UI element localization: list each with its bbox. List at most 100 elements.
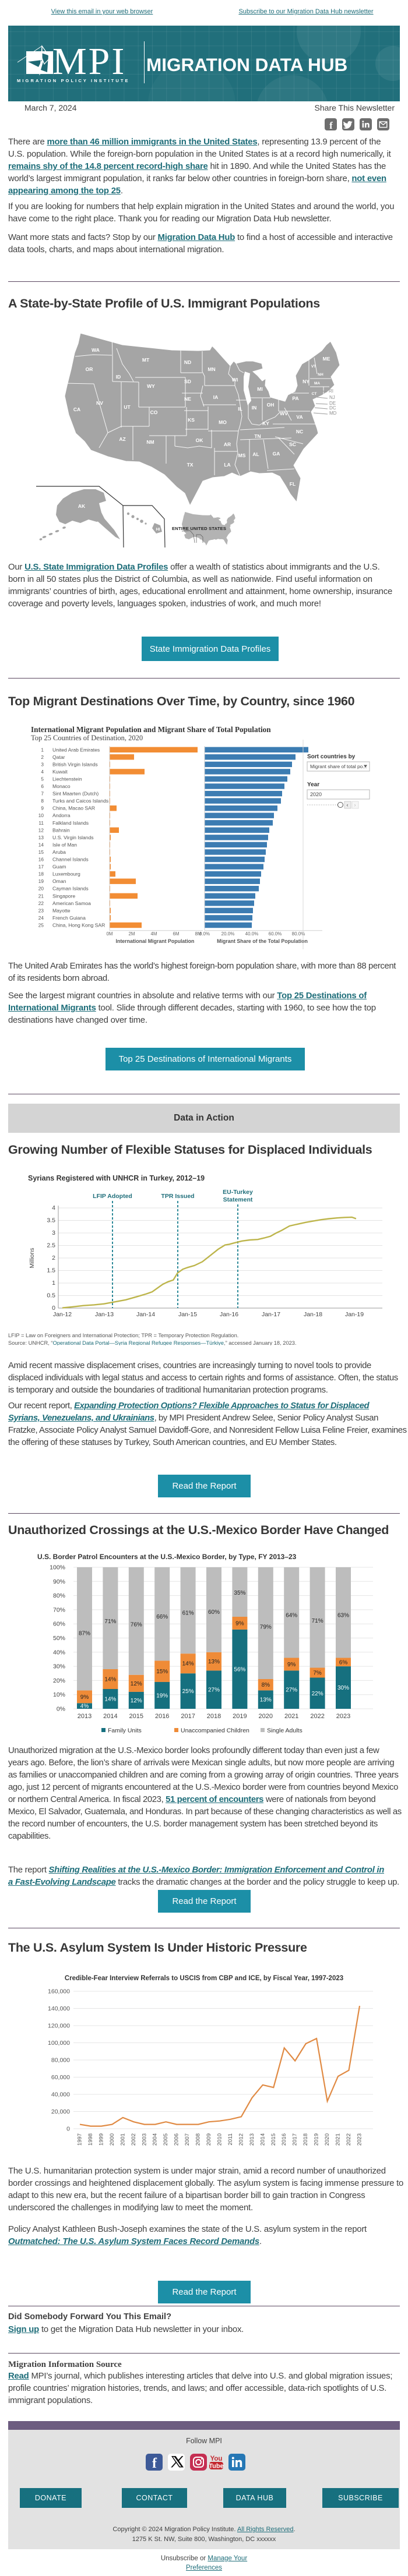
svg-text:30%: 30%: [337, 1685, 349, 1691]
svg-text:International Migrant Populati: International Migrant Population and Mig…: [31, 725, 271, 734]
svg-text:Jan-16: Jan-16: [220, 1311, 238, 1318]
svg-text:f: f: [329, 120, 333, 131]
svg-text:Qatar: Qatar: [52, 754, 65, 760]
svg-text:ND: ND: [184, 359, 191, 365]
svg-text:ID: ID: [116, 374, 121, 380]
svg-text:6M: 6M: [173, 931, 179, 937]
svg-text:Jan-15: Jan-15: [178, 1311, 197, 1318]
svg-text:1997: 1997: [77, 2133, 83, 2146]
svg-text:140,000: 140,000: [48, 2005, 70, 2012]
svg-text:VT: VT: [311, 365, 316, 369]
svg-text:2005: 2005: [163, 2133, 169, 2146]
svg-text:CO: CO: [150, 409, 158, 415]
svg-text:2020: 2020: [310, 791, 322, 797]
svg-text:NY: NY: [303, 379, 309, 384]
svg-text:MT: MT: [142, 357, 150, 363]
svg-text:2018: 2018: [303, 2133, 309, 2146]
svg-text:0.5: 0.5: [47, 1292, 55, 1299]
svg-text:2021: 2021: [284, 1713, 298, 1720]
svg-text:70%: 70%: [53, 1606, 65, 1613]
svg-text:2019: 2019: [314, 2133, 320, 2146]
svg-text:2003: 2003: [141, 2133, 147, 2146]
svg-text:Jan-18: Jan-18: [304, 1311, 322, 1318]
svg-text:Source: UNHCR, “Operational Da: Source: UNHCR, “Operational Data Portal—…: [8, 1340, 297, 1345]
svg-text:Millions: Millions: [29, 1248, 36, 1268]
svg-text:NH: NH: [318, 373, 323, 377]
svg-text:2001: 2001: [119, 2133, 126, 2146]
svg-text:0: 0: [52, 1305, 55, 1312]
svg-text:56%: 56%: [234, 1667, 245, 1673]
svg-text:50%: 50%: [53, 1635, 65, 1642]
svg-text:60%: 60%: [208, 1609, 220, 1616]
svg-text:66%: 66%: [156, 1614, 168, 1620]
svg-text:U.S. Border Patrol Encounters: U.S. Border Patrol Encounters at the U.S…: [37, 1553, 297, 1561]
svg-text:Migrant Share of the Total Pop: Migrant Share of the Total Population: [217, 938, 308, 944]
svg-text:2014: 2014: [103, 1713, 117, 1720]
svg-text:f: f: [152, 2456, 157, 2471]
svg-text:Migrant share of total po...: Migrant share of total po...: [310, 764, 367, 769]
svg-text:Oman: Oman: [52, 878, 66, 884]
svg-text:21: 21: [38, 893, 44, 899]
svg-text:2013: 2013: [78, 1713, 92, 1720]
svg-text:6: 6: [41, 783, 44, 789]
svg-text:61%: 61%: [182, 1610, 194, 1617]
svg-text:2017: 2017: [292, 2133, 298, 2146]
svg-text:TN: TN: [254, 433, 261, 439]
svg-text:Sort countries by: Sort countries by: [307, 754, 356, 760]
svg-text:2009: 2009: [206, 2133, 212, 2146]
svg-text:International Migrant Populati: International Migrant Population: [116, 938, 195, 944]
svg-text:2011: 2011: [227, 2133, 234, 2145]
svg-text:19: 19: [38, 878, 44, 884]
svg-text:2022: 2022: [346, 2133, 352, 2146]
svg-text:2021: 2021: [335, 2133, 342, 2146]
svg-text:9%: 9%: [235, 1621, 244, 1627]
svg-text:British Virgin Islands: British Virgin Islands: [52, 761, 98, 767]
svg-text:IL: IL: [238, 406, 242, 412]
svg-text:UT: UT: [124, 404, 131, 410]
svg-text:160,000: 160,000: [48, 1988, 70, 1995]
svg-text:2020: 2020: [324, 2133, 330, 2146]
svg-text:9%: 9%: [287, 1662, 296, 1668]
svg-text:120,000: 120,000: [48, 2023, 70, 2030]
svg-text:1998: 1998: [87, 2133, 94, 2146]
svg-text:2015: 2015: [129, 1713, 143, 1720]
svg-text:WV: WV: [280, 411, 288, 416]
svg-text:40.0%: 40.0%: [245, 931, 259, 937]
svg-text:100%: 100%: [50, 1564, 65, 1571]
svg-text:76%: 76%: [131, 1622, 142, 1628]
svg-text:7%: 7%: [313, 1670, 322, 1677]
svg-text:U.S. Virgin Islands: U.S. Virgin Islands: [52, 835, 94, 840]
svg-text:60,000: 60,000: [51, 2074, 70, 2081]
svg-text:2023: 2023: [336, 1713, 350, 1720]
svg-text:35%: 35%: [234, 1590, 245, 1596]
svg-text:French Guiana: French Guiana: [52, 915, 86, 921]
svg-text:2016: 2016: [155, 1713, 169, 1720]
svg-text:25: 25: [38, 923, 44, 928]
svg-text:14%: 14%: [104, 1677, 116, 1683]
svg-text:AR: AR: [224, 441, 231, 447]
svg-text:12: 12: [38, 827, 44, 833]
svg-text:MPI: MPI: [52, 40, 126, 83]
svg-text:MO: MO: [219, 419, 227, 425]
svg-text:2022: 2022: [310, 1713, 324, 1720]
svg-text:2018: 2018: [207, 1713, 221, 1720]
svg-text:79%: 79%: [260, 1624, 272, 1631]
svg-text:15: 15: [38, 849, 44, 855]
svg-text:0: 0: [66, 2126, 70, 2133]
svg-text:WA: WA: [92, 347, 100, 353]
svg-text:DC: DC: [329, 405, 336, 411]
svg-text:AZ: AZ: [119, 436, 125, 442]
svg-text:2.5: 2.5: [47, 1242, 55, 1249]
svg-text:Jan-17: Jan-17: [262, 1311, 280, 1318]
svg-text:40,000: 40,000: [51, 2091, 70, 2098]
svg-text:NM: NM: [146, 439, 154, 445]
svg-text:OH: OH: [267, 402, 275, 408]
svg-text:Turks and Caicos Islands: Turks and Caicos Islands: [52, 798, 108, 804]
svg-text:2013: 2013: [249, 2133, 255, 2146]
svg-text:Family Units: Family Units: [108, 1727, 142, 1734]
svg-text:HI: HI: [156, 528, 160, 532]
svg-text:MI: MI: [257, 386, 262, 392]
svg-text:8%: 8%: [262, 1682, 270, 1688]
svg-text:8: 8: [41, 798, 44, 804]
svg-text:Syrians Registered with UNHCR: Syrians Registered with UNHCR in Turkey,…: [28, 1174, 205, 1182]
